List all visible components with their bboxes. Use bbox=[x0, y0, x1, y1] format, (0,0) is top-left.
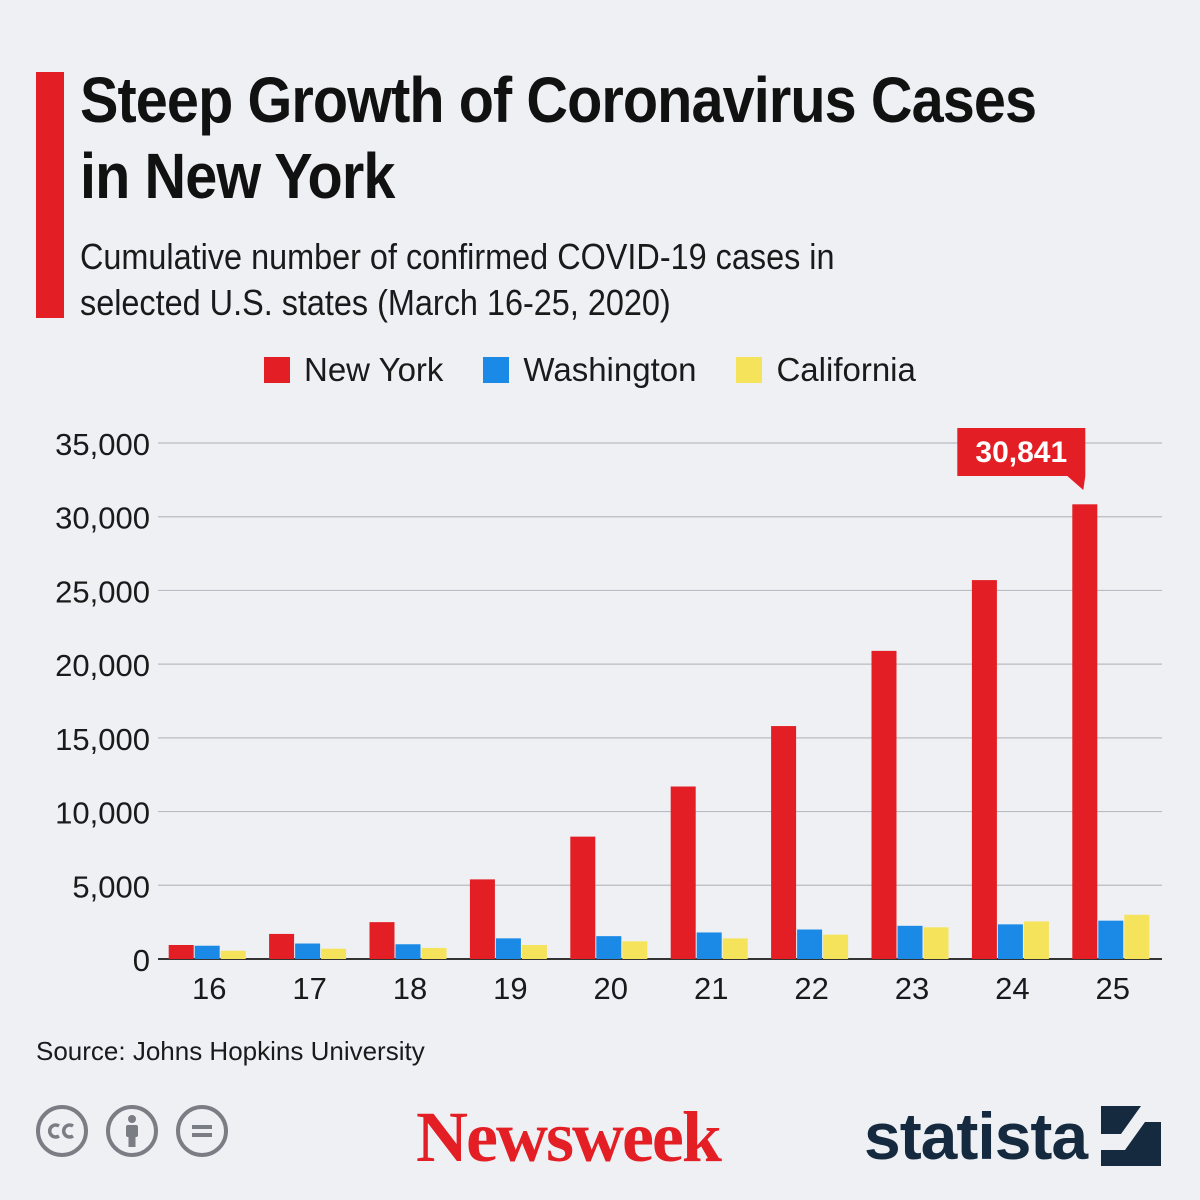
y-tick-label: 25,000 bbox=[55, 574, 150, 609]
bar-washington bbox=[797, 929, 823, 959]
callout-label: 30,841 bbox=[975, 436, 1067, 469]
statista-mark-icon bbox=[1101, 1106, 1162, 1166]
bar-washington bbox=[696, 932, 722, 959]
x-tick-label: 16 bbox=[192, 971, 226, 1006]
x-tick-label: 21 bbox=[694, 971, 728, 1006]
cc-glyph bbox=[48, 1123, 74, 1139]
y-tick-label: 35,000 bbox=[55, 427, 150, 462]
legend-label-new-york: New York bbox=[304, 351, 444, 388]
bar-new-york bbox=[771, 726, 797, 959]
statista-wordmark: statista bbox=[864, 1099, 1088, 1173]
bar-california bbox=[220, 950, 246, 959]
bar-california bbox=[923, 927, 949, 959]
source-note: Source: Johns Hopkins University bbox=[36, 1036, 425, 1066]
bar-new-york bbox=[570, 836, 596, 959]
bar-new-york bbox=[469, 879, 495, 959]
legend-swatch-california bbox=[736, 357, 763, 383]
legend-item-new-york: New York bbox=[264, 351, 443, 389]
bar-california bbox=[321, 948, 347, 959]
x-tick-label: 19 bbox=[493, 971, 527, 1006]
x-tick-label: 23 bbox=[895, 971, 929, 1006]
bar-new-york bbox=[670, 786, 696, 959]
bar-new-york bbox=[269, 933, 295, 959]
bar-california bbox=[722, 938, 748, 959]
bar-new-york bbox=[168, 944, 194, 959]
bar-california bbox=[1023, 921, 1049, 959]
chart-title: Steep Growth of Coronavirus Cases in New… bbox=[80, 64, 1037, 212]
bar-new-york bbox=[971, 580, 997, 959]
statista-logo: statista bbox=[864, 1098, 1162, 1174]
bar-chart: 0 5,000 10,000 15,000 20,000 25,000 30,000 35,0… bbox=[55, 427, 1162, 1006]
bar-washington bbox=[596, 936, 622, 959]
legend-item-california: California bbox=[736, 351, 916, 389]
x-tick-label: 24 bbox=[995, 971, 1029, 1006]
x-tick-label: 20 bbox=[594, 971, 628, 1006]
bar-washington bbox=[897, 925, 923, 959]
bar-california bbox=[1124, 914, 1150, 959]
y-tick-label: 5,000 bbox=[72, 869, 150, 904]
bar-washington bbox=[295, 943, 321, 959]
no-derivatives-icon bbox=[176, 1105, 228, 1157]
attribution-glyph bbox=[126, 1115, 138, 1147]
x-tick-label: 17 bbox=[292, 971, 326, 1006]
newsweek-logo: Newsweek bbox=[416, 1097, 722, 1177]
equals-glyph bbox=[192, 1125, 212, 1137]
x-tick-label: 22 bbox=[794, 971, 828, 1006]
y-tick-label: 30,000 bbox=[55, 501, 150, 536]
legend-label-california: California bbox=[776, 351, 916, 388]
chart-legend: New York Washington California bbox=[264, 350, 956, 390]
y-tick-label: 10,000 bbox=[55, 796, 150, 831]
license-icons bbox=[36, 1105, 246, 1157]
callout-box bbox=[957, 428, 1086, 490]
bar-washington bbox=[395, 944, 421, 959]
attribution-icon bbox=[106, 1105, 158, 1157]
bar-washington bbox=[194, 945, 220, 959]
legend-label-washington: Washington bbox=[523, 351, 697, 388]
bar-california bbox=[521, 944, 547, 959]
bar-washington bbox=[495, 938, 521, 959]
bar-new-york bbox=[369, 922, 395, 959]
legend-item-washington: Washington bbox=[483, 351, 696, 389]
y-tick-label: 15,000 bbox=[55, 722, 150, 757]
y-tick-label: 20,000 bbox=[55, 648, 150, 683]
chart-subtitle: Cumulative number of confirmed COVID-19 … bbox=[80, 236, 835, 323]
bar-new-york bbox=[871, 650, 897, 959]
legend-swatch-washington bbox=[483, 357, 510, 383]
y-tick-label: 0 bbox=[133, 943, 150, 978]
x-tick-label: 18 bbox=[393, 971, 427, 1006]
x-tick-label: 25 bbox=[1096, 971, 1130, 1006]
legend-swatch-new-york bbox=[264, 357, 290, 383]
bar-washington bbox=[997, 924, 1023, 959]
bar-california bbox=[622, 941, 648, 959]
title-accent-bar bbox=[36, 72, 64, 318]
bar-washington bbox=[1098, 920, 1124, 959]
bar-california bbox=[823, 934, 849, 959]
cc-icon bbox=[36, 1105, 88, 1157]
bar-california bbox=[421, 947, 447, 959]
bar-new-york bbox=[1072, 504, 1098, 959]
